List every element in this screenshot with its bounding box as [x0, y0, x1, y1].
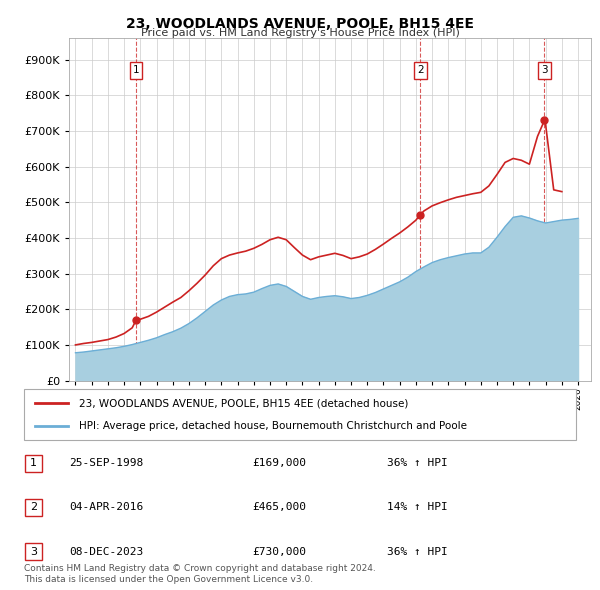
Text: 1: 1 — [133, 65, 139, 76]
Text: 14% ↑ HPI: 14% ↑ HPI — [387, 503, 448, 512]
Text: £730,000: £730,000 — [252, 547, 306, 556]
Text: 1: 1 — [30, 458, 37, 468]
Text: £465,000: £465,000 — [252, 503, 306, 512]
Text: £169,000: £169,000 — [252, 458, 306, 468]
FancyBboxPatch shape — [25, 543, 42, 560]
Text: 23, WOODLANDS AVENUE, POOLE, BH15 4EE: 23, WOODLANDS AVENUE, POOLE, BH15 4EE — [126, 17, 474, 31]
Text: HPI: Average price, detached house, Bournemouth Christchurch and Poole: HPI: Average price, detached house, Bour… — [79, 421, 467, 431]
Text: 25-SEP-1998: 25-SEP-1998 — [69, 458, 143, 468]
FancyBboxPatch shape — [24, 389, 576, 440]
FancyBboxPatch shape — [25, 455, 42, 471]
FancyBboxPatch shape — [25, 499, 42, 516]
Text: 3: 3 — [541, 65, 548, 76]
Text: 08-DEC-2023: 08-DEC-2023 — [69, 547, 143, 556]
Text: 36% ↑ HPI: 36% ↑ HPI — [387, 547, 448, 556]
Text: 04-APR-2016: 04-APR-2016 — [69, 503, 143, 512]
Text: This data is licensed under the Open Government Licence v3.0.: This data is licensed under the Open Gov… — [24, 575, 313, 584]
Text: 36% ↑ HPI: 36% ↑ HPI — [387, 458, 448, 468]
Text: Price paid vs. HM Land Registry's House Price Index (HPI): Price paid vs. HM Land Registry's House … — [140, 28, 460, 38]
Text: 3: 3 — [30, 547, 37, 556]
Text: Contains HM Land Registry data © Crown copyright and database right 2024.: Contains HM Land Registry data © Crown c… — [24, 565, 376, 573]
Text: 23, WOODLANDS AVENUE, POOLE, BH15 4EE (detached house): 23, WOODLANDS AVENUE, POOLE, BH15 4EE (d… — [79, 398, 409, 408]
Text: 2: 2 — [30, 503, 37, 512]
Text: 2: 2 — [417, 65, 424, 76]
